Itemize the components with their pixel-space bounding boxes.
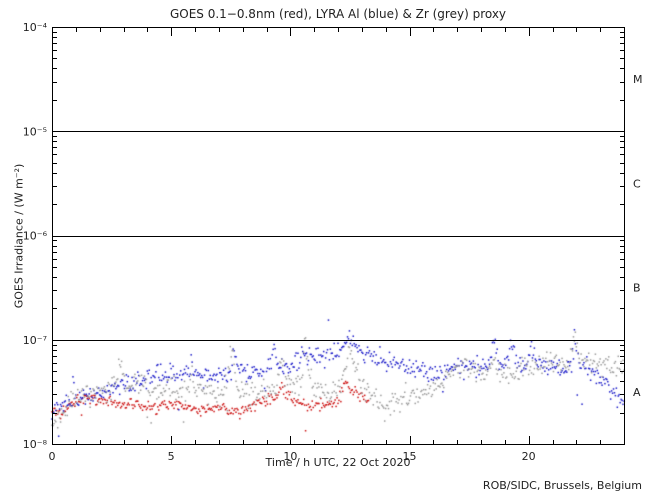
y-tick-label: 10⁻⁶ bbox=[23, 230, 48, 243]
x-tick-label: 5 bbox=[168, 450, 175, 463]
y-axis-ticks bbox=[53, 27, 624, 445]
x-axis-label: Time / h UTC, 22 Oct 2020 bbox=[265, 456, 411, 469]
y-tick-label: 10⁻⁷ bbox=[23, 334, 47, 347]
flare-class-label: A bbox=[633, 386, 641, 399]
x-tick-label: 15 bbox=[403, 450, 417, 463]
plot-frame bbox=[52, 27, 625, 445]
flare-class-label: C bbox=[633, 177, 641, 190]
flare-class-label: M bbox=[633, 73, 643, 86]
y-axis-label: GOES Irradiance / (W m⁻²) bbox=[12, 163, 26, 309]
chart-title: GOES 0.1−0.8nm (red), LYRA Al (blue) & Z… bbox=[169, 7, 507, 21]
credit-text: ROB/SIDC, Brussels, Belgium bbox=[482, 479, 642, 492]
y-tick-label: 10⁻⁸ bbox=[23, 438, 48, 451]
x-tick-label: 10 bbox=[283, 450, 297, 463]
x-tick-label: 20 bbox=[522, 450, 536, 463]
y-tick-label: 10⁻⁵ bbox=[23, 125, 47, 138]
flare-class-label: B bbox=[633, 282, 641, 295]
x-axis-ticks bbox=[52, 28, 625, 444]
x-tick-label: 0 bbox=[49, 450, 56, 463]
y-tick-label: 10⁻⁴ bbox=[23, 21, 48, 34]
